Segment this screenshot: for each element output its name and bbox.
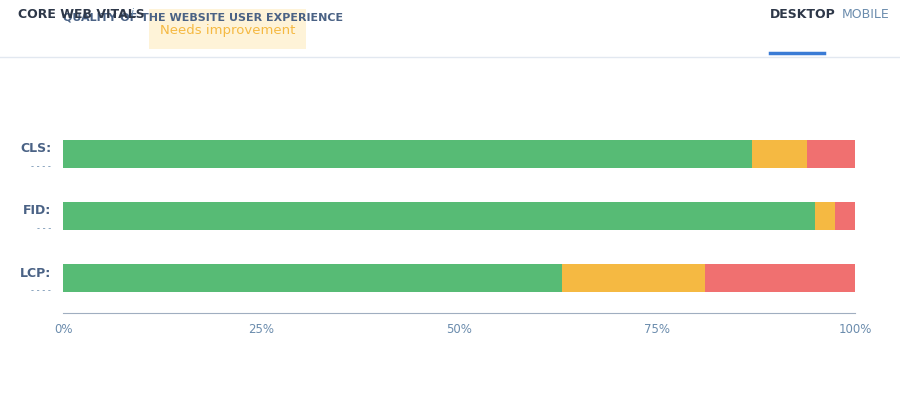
Text: LCP:: LCP: bbox=[20, 266, 51, 279]
Text: - - - -: - - - - bbox=[32, 161, 51, 170]
Text: - - - -: - - - - bbox=[32, 286, 51, 294]
Bar bbox=[63, 265, 562, 293]
Bar bbox=[807, 140, 855, 168]
Bar bbox=[752, 140, 807, 168]
Text: i: i bbox=[130, 8, 133, 18]
Bar bbox=[705, 265, 855, 293]
Text: - - -: - - - bbox=[37, 223, 51, 232]
Text: Needs improvement: Needs improvement bbox=[159, 24, 295, 36]
Bar bbox=[63, 140, 752, 168]
FancyBboxPatch shape bbox=[125, 4, 329, 56]
Bar bbox=[815, 203, 835, 231]
Text: QUALITY OF THE WEBSITE USER EXPERIENCE: QUALITY OF THE WEBSITE USER EXPERIENCE bbox=[63, 12, 343, 22]
Text: MOBILE: MOBILE bbox=[842, 8, 889, 21]
Text: CORE WEB VITALS: CORE WEB VITALS bbox=[18, 8, 145, 21]
Text: DESKTOP: DESKTOP bbox=[770, 8, 835, 21]
Text: FID:: FID: bbox=[22, 204, 51, 217]
Bar bbox=[835, 203, 855, 231]
Bar bbox=[562, 265, 705, 293]
Text: CLS:: CLS: bbox=[20, 142, 51, 155]
Bar bbox=[63, 203, 815, 231]
